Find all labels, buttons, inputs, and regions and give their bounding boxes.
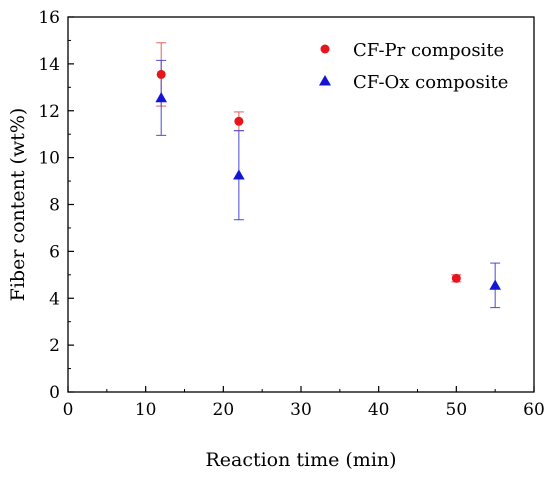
y-tick-label: 0: [49, 383, 60, 403]
y-tick-label: 16: [38, 8, 60, 28]
triangle-marker: [319, 75, 331, 86]
data-points: [155, 69, 501, 290]
y-tick-label: 14: [38, 55, 60, 75]
legend-label: CF-Ox composite: [353, 72, 508, 93]
x-tick-label: 50: [446, 400, 468, 420]
circle-marker: [451, 273, 461, 283]
y-tick-label: 2: [49, 336, 60, 356]
x-tick-label: 10: [135, 400, 157, 420]
triangle-marker: [155, 92, 167, 103]
legend-item: CF-Ox composite: [319, 72, 508, 93]
circle-marker: [320, 44, 330, 54]
y-axis: 0 2 4 6 8 10 12 14 16: [38, 8, 74, 403]
circle-marker: [234, 116, 244, 126]
x-axis: 0 10 20 30 40 50 60: [63, 386, 545, 420]
triangle-marker: [233, 169, 245, 180]
x-tick-label: 40: [368, 400, 390, 420]
x-tick-label: 60: [523, 400, 545, 420]
legend-label: CF-Pr composite: [353, 40, 504, 61]
circle-marker: [156, 69, 166, 79]
y-tick-label: 4: [49, 289, 60, 309]
triangle-marker: [489, 279, 501, 290]
y-tick-label: 8: [49, 196, 60, 216]
y-tick-label: 6: [49, 242, 60, 262]
y-tick-label: 10: [38, 149, 60, 169]
y-axis-title: Fiber content (wt%): [7, 108, 29, 302]
x-tick-label: 0: [63, 400, 74, 420]
x-tick-label: 30: [290, 400, 312, 420]
x-tick-label: 20: [213, 400, 235, 420]
y-tick-label: 12: [38, 102, 60, 122]
legend-item: CF-Pr composite: [320, 40, 504, 61]
x-axis-title: Reaction time (min): [205, 449, 396, 471]
legend: CF-Pr composite CF-Ox composite: [319, 40, 508, 93]
